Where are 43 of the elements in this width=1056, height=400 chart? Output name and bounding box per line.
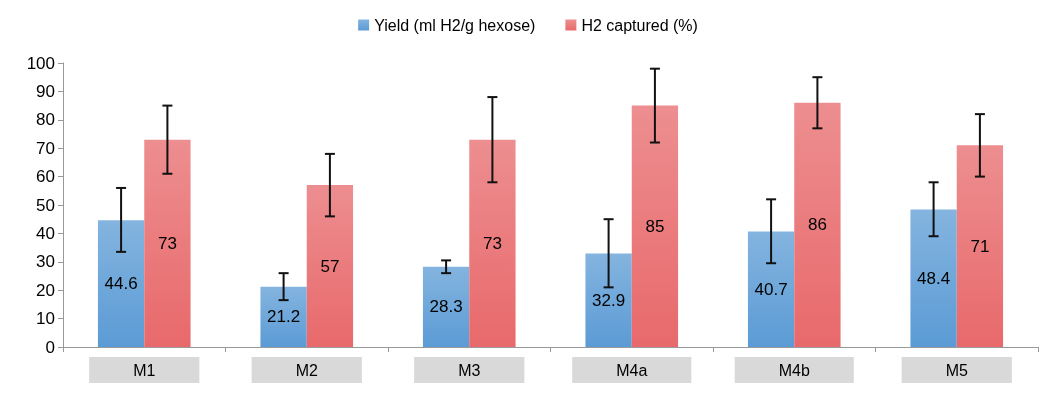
bar (794, 102, 841, 347)
data-label: 57 (320, 256, 340, 276)
y-tick-label: 20 (36, 280, 55, 300)
y-tick-label: 100 (26, 53, 55, 73)
data-label: 73 (482, 233, 502, 253)
data-label: 71 (970, 236, 990, 256)
data-label: 28.3 (429, 297, 463, 317)
legend-label: Yield (ml H2/g hexose) (374, 16, 536, 34)
bar (585, 253, 632, 347)
data-label: 73 (157, 233, 177, 253)
y-tick-label: 50 (36, 195, 55, 215)
legend-label: H2 captured (%) (581, 16, 698, 34)
data-label: 40.7 (754, 279, 788, 299)
x-tick-label: M5 (945, 361, 968, 379)
x-tick-label: M3 (458, 361, 481, 379)
bar (747, 231, 795, 347)
x-tick-label: M4b (778, 361, 810, 379)
y-tick-label: 60 (36, 167, 55, 187)
y-tick-label: 30 (36, 252, 55, 272)
data-label: 86 (807, 215, 827, 235)
bar (306, 185, 354, 347)
bar (910, 209, 957, 347)
bar (144, 139, 191, 347)
x-tick-label: M2 (295, 361, 318, 379)
data-label: 85 (645, 216, 665, 236)
data-label: 44.6 (104, 274, 138, 294)
data-label: 48.4 (917, 268, 951, 288)
data-label: 21.2 (267, 307, 301, 327)
bar (956, 145, 1004, 347)
bar (469, 139, 516, 347)
y-tick-label: 80 (36, 110, 55, 130)
data-label: 32.9 (592, 290, 626, 310)
bar (260, 286, 307, 347)
bar (422, 266, 470, 347)
bar (631, 105, 679, 347)
y-tick-label: 70 (36, 138, 55, 158)
bar (97, 220, 145, 347)
y-tick-label: 40 (36, 223, 55, 243)
x-tick-label: M4a (616, 361, 648, 379)
y-tick-label: 10 (36, 309, 55, 329)
y-tick-label: 90 (36, 81, 55, 101)
x-tick-label: M1 (133, 361, 156, 379)
y-tick-label: 0 (45, 337, 55, 357)
